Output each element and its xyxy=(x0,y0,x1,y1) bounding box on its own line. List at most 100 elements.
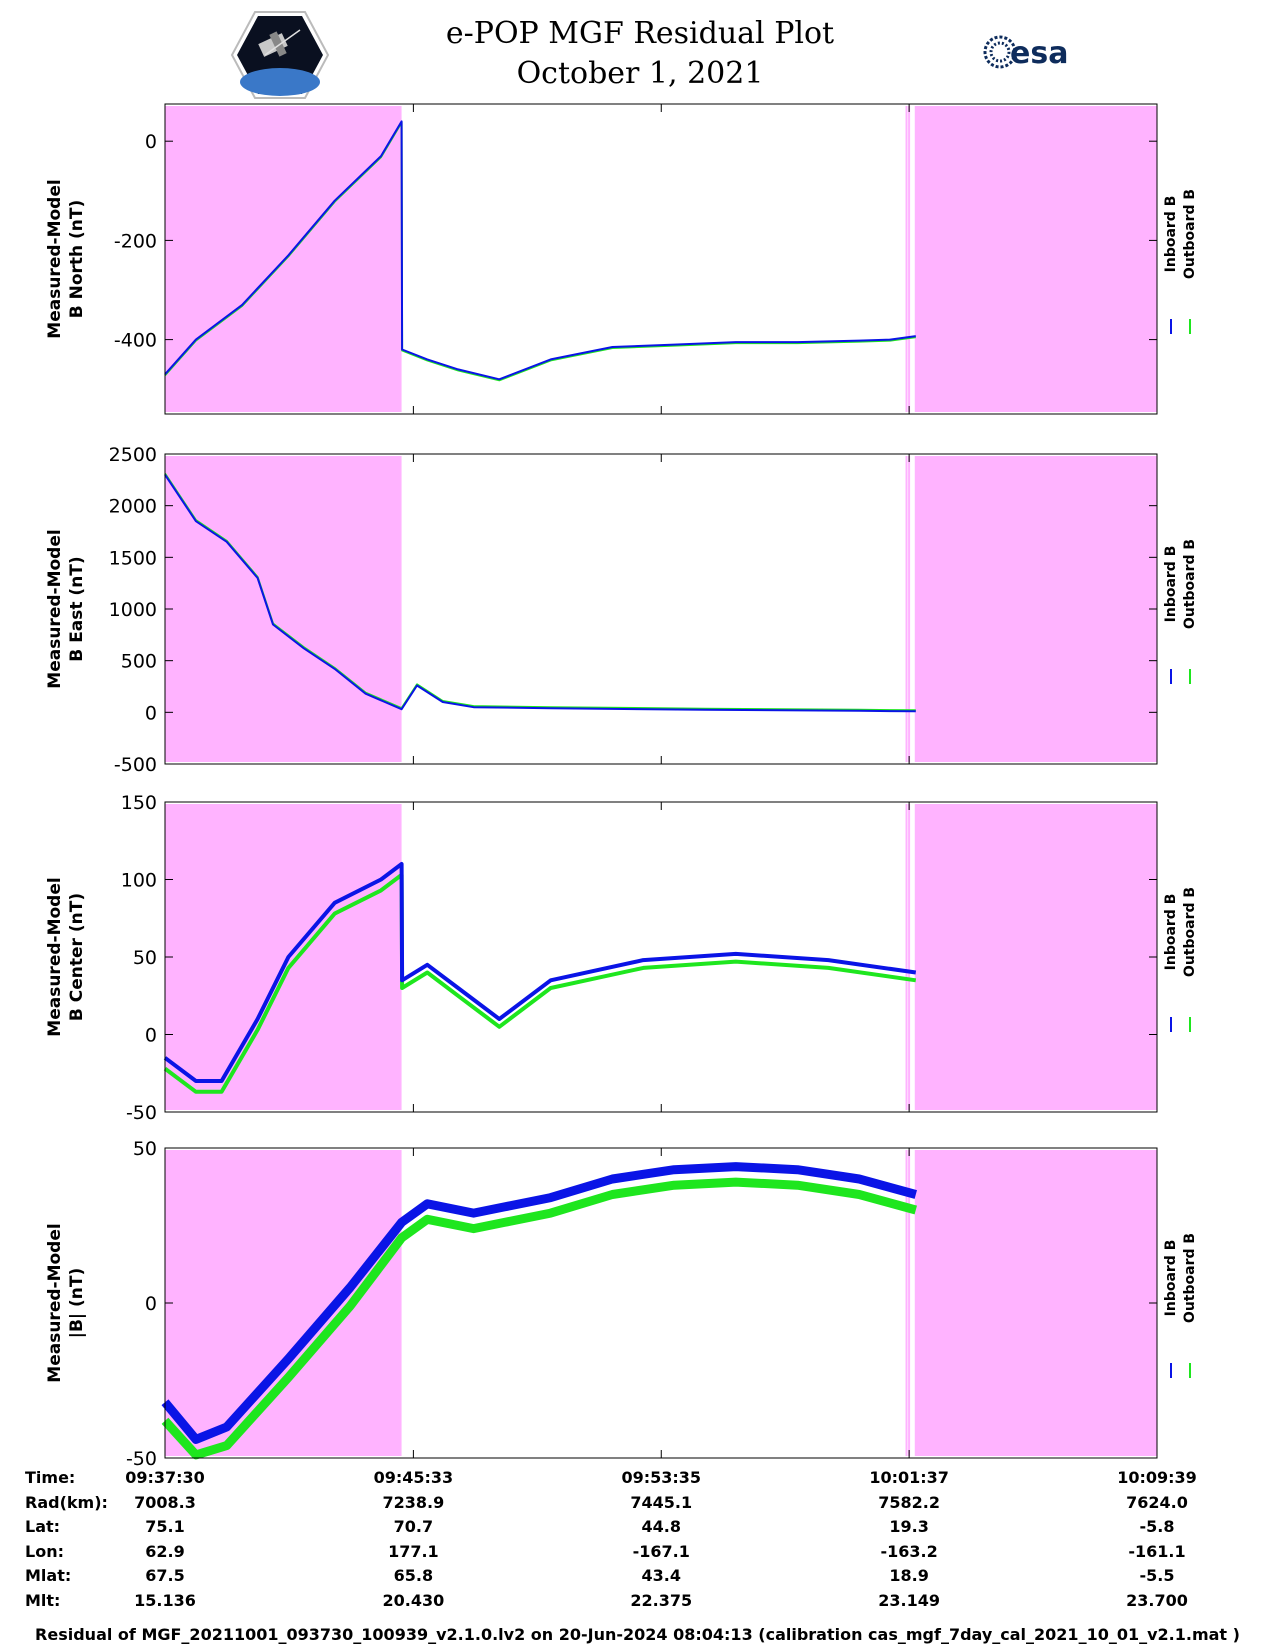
esa-logo: esa xyxy=(983,35,1068,71)
legend-outboard-label: Outboard B xyxy=(1182,539,1198,629)
orbit-info-table: Time: Rad(km): Lat: Lon: Mlat: Mlt: 09:37:30 70… xyxy=(0,1468,1275,1618)
y-axis-label-line-1: Measured-Model xyxy=(45,877,65,1036)
shade-region xyxy=(905,456,908,762)
esa-logo-text: esa xyxy=(1010,36,1068,71)
info-cell: 09:53:35 xyxy=(621,1468,702,1487)
shade-region xyxy=(908,1150,911,1456)
y-tick-label: 1500 xyxy=(109,547,157,569)
info-cell: 70.7 xyxy=(393,1517,434,1536)
legend: Inboard B Outboard B xyxy=(1163,189,1198,279)
legend-outboard-label: Outboard B xyxy=(1182,189,1198,279)
legend-outboard-label: Outboard B xyxy=(1182,1233,1198,1323)
info-cell: 23.149 xyxy=(878,1590,940,1610)
info-cell: -5.8 xyxy=(1139,1517,1175,1536)
info-cell: 7624.0 xyxy=(1126,1492,1188,1512)
legend-inboard-label: Inboard B xyxy=(1163,196,1179,273)
y-tick-label: 0 xyxy=(145,1293,157,1315)
info-cell: -5.5 xyxy=(1139,1566,1175,1585)
info-row-label: Lat: xyxy=(25,1517,61,1536)
y-axis-label: Measured-Model B East (nT) xyxy=(45,529,87,688)
y-axis-label-line-2: |B| (nT) xyxy=(67,1268,87,1339)
shade-region xyxy=(905,106,908,412)
y-tick-label: 0 xyxy=(145,702,157,724)
info-cell: 67.5 xyxy=(145,1566,185,1585)
info-row-label: Lon: xyxy=(25,1541,64,1561)
y-tick-label: 500 xyxy=(121,651,157,673)
y-tick-label: -50 xyxy=(126,1448,157,1468)
y-axis-label-line-2: B East (nT) xyxy=(67,556,87,661)
shade-region xyxy=(914,1150,1157,1456)
panel-3: 150 100 50 0 -50 Measured-Model B Center (nT) I… xyxy=(45,792,1198,1124)
y-axis-label-line-1: Measured-Model xyxy=(45,179,65,338)
y-tick-label: 50 xyxy=(133,1138,157,1160)
info-cell: 7582.2 xyxy=(878,1492,940,1512)
series-line-inboard xyxy=(164,474,916,713)
info-cell: -161.1 xyxy=(1128,1541,1186,1561)
panel-2: 2500 2000 1500 1000 500 0 -500 Measured-Model B … xyxy=(45,444,1198,776)
info-cell: 62.9 xyxy=(145,1541,185,1561)
legend: Inboard B Outboard B xyxy=(1163,1233,1198,1323)
y-axis-label-line-2: B North (nT) xyxy=(67,200,87,319)
series-line-outboard xyxy=(161,1177,917,1460)
info-cell: 75.1 xyxy=(145,1517,185,1536)
panel-1: 0 -200 -400 Measured-Model B North (nT) Inboa… xyxy=(45,103,1198,415)
shade-region xyxy=(914,456,1157,762)
info-cell: 23.700 xyxy=(1126,1590,1188,1610)
info-cell: 19.3 xyxy=(889,1517,929,1536)
legend: Inboard B Outboard B xyxy=(1163,539,1198,629)
y-tick-label: -500 xyxy=(114,754,157,776)
info-row-label: Time: xyxy=(25,1468,76,1487)
shade-region xyxy=(165,456,402,762)
legend-inboard-label: Inboard B xyxy=(1163,894,1179,971)
y-tick-label: 150 xyxy=(121,792,157,814)
series-line-inboard xyxy=(164,120,916,381)
y-tick-label: -400 xyxy=(114,330,157,352)
info-cell: 65.8 xyxy=(393,1566,434,1585)
y-tick-label: -200 xyxy=(114,230,157,252)
info-row-label: Rad(km): xyxy=(25,1492,108,1512)
y-tick-label: 0 xyxy=(145,1025,157,1047)
legend-outboard-label: Outboard B xyxy=(1182,887,1198,977)
info-cell: 177.1 xyxy=(388,1541,439,1561)
plot-title: e-POP MGF Residual Plot October 1, 2021 xyxy=(400,14,880,94)
y-tick-label: 100 xyxy=(121,870,157,892)
y-axis-label: Measured-Model B Center (nT) xyxy=(45,877,87,1036)
series-line-inboard xyxy=(161,1162,917,1444)
title-line-2: October 1, 2021 xyxy=(516,56,764,91)
info-cell: 09:37:30 xyxy=(125,1468,205,1487)
shade-region xyxy=(905,1150,908,1456)
series-line-inboard xyxy=(163,862,917,1083)
shade-region xyxy=(165,804,402,1110)
info-cell: 22.375 xyxy=(630,1590,693,1610)
y-tick-label: -50 xyxy=(126,1102,157,1124)
legend-inboard-label: Inboard B xyxy=(1163,1240,1179,1317)
info-cell: 18.9 xyxy=(889,1566,929,1585)
shade-region xyxy=(165,106,402,412)
panel-4: 50 0 -50 Measured-Model |B| (nT) Inboard B Out… xyxy=(45,1138,1198,1468)
y-axis-label: Measured-Model |B| (nT) xyxy=(45,1223,87,1382)
info-cell: -163.2 xyxy=(880,1541,938,1561)
legend: Inboard B Outboard B xyxy=(1163,887,1198,977)
shade-region xyxy=(908,804,911,1110)
y-axis-label: Measured-Model B North (nT) xyxy=(45,179,87,338)
shade-region xyxy=(914,804,1157,1110)
footer-caption: Residual of MGF_20211001_093730_100939_v… xyxy=(35,1625,1240,1644)
info-cell: 7445.1 xyxy=(630,1492,693,1512)
y-axis-label-line-1: Measured-Model xyxy=(45,529,65,688)
info-cell: 10:01:37 xyxy=(869,1468,949,1487)
info-cell: 10:09:39 xyxy=(1117,1468,1197,1487)
y-axis-label-line-2: B Center (nT) xyxy=(67,893,87,1021)
shade-region xyxy=(905,804,908,1110)
info-row-label: Mlat: xyxy=(25,1566,72,1585)
shade-region xyxy=(908,456,911,762)
info-cell: 09:45:33 xyxy=(373,1468,454,1487)
shade-region xyxy=(914,106,1157,412)
info-cell: 7008.3 xyxy=(134,1492,196,1512)
y-tick-label: 0 xyxy=(145,131,157,153)
info-cell: 44.8 xyxy=(641,1517,681,1536)
series-line-outboard xyxy=(163,872,917,1094)
y-tick-label: 2000 xyxy=(109,496,157,518)
info-cell: 15.136 xyxy=(134,1590,196,1610)
shade-region xyxy=(908,106,911,412)
